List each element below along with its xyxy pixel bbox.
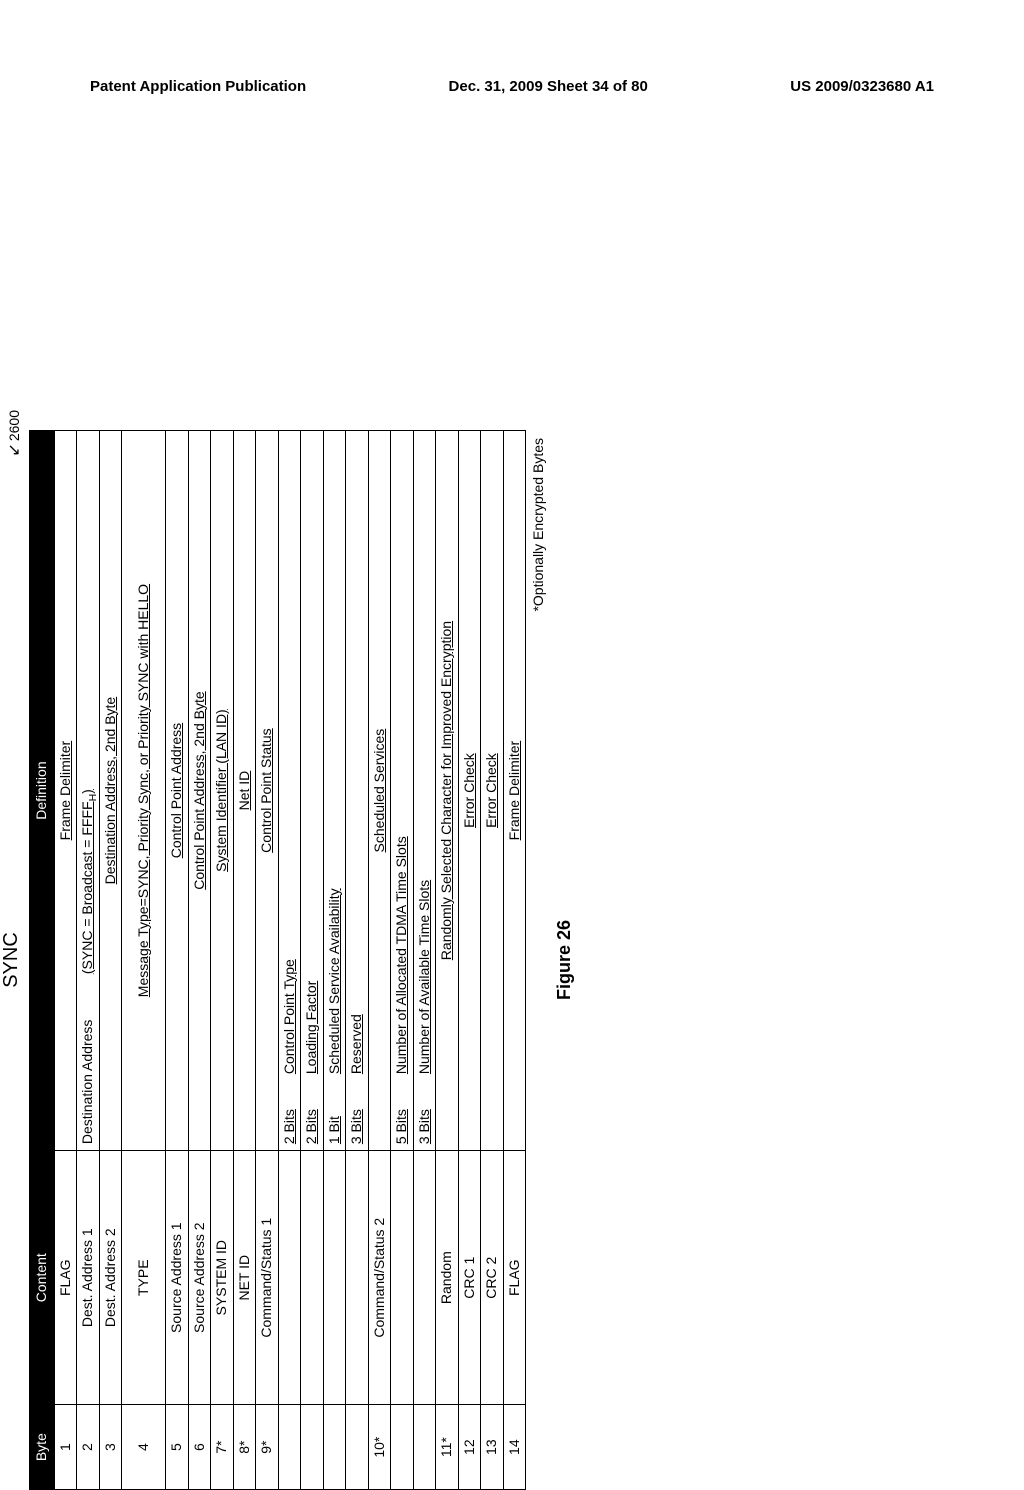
cell-definition: Error Check xyxy=(481,431,504,1151)
cell-definition: Frame Delimiter xyxy=(503,431,526,1151)
cell-byte: 5 xyxy=(166,1405,189,1490)
figure-caption: Figure 26 xyxy=(554,430,575,1490)
table-body: 1FLAGFrame Delimiter2Dest. Address 1Dest… xyxy=(54,431,526,1490)
cell-content xyxy=(301,1151,324,1405)
cell-byte xyxy=(278,1405,301,1490)
cell-definition: Control Point Address xyxy=(166,431,189,1151)
cell-byte: 6 xyxy=(188,1405,211,1490)
cell-definition: Control Point Address, 2nd Byte xyxy=(188,431,211,1151)
figure-title: SYNC xyxy=(0,932,22,988)
table-row: 2 BitsLoading Factor xyxy=(301,431,324,1490)
cell-definition: 2 BitsControl Point Type xyxy=(278,431,301,1151)
rotated-figure: SYNC 2600 Byte Content Definition 1FLAGF… xyxy=(0,430,540,1490)
table-row: 6Source Address 2Control Point Address, … xyxy=(188,431,211,1490)
table-row: 5Source Address 1Control Point Address xyxy=(166,431,189,1490)
cell-content xyxy=(413,1151,436,1405)
table-row: 5 BitsNumber of Allocated TDMA Time Slot… xyxy=(391,431,414,1490)
table-row: 12CRC 1Error Check xyxy=(458,431,481,1490)
cell-content: Dest. Address 1 xyxy=(77,1151,100,1405)
cell-content: TYPE xyxy=(122,1151,166,1405)
table-row: 3 BitsNumber of Available Time Slots xyxy=(413,431,436,1490)
cell-content: FLAG xyxy=(54,1151,77,1405)
cell-content: Source Address 2 xyxy=(188,1151,211,1405)
cell-definition: Scheduled Services xyxy=(368,431,391,1151)
table-row: 8*NET IDNet ID xyxy=(233,431,256,1490)
cell-definition: Message Type=SYNC, Priority Sync, or Pri… xyxy=(122,431,166,1151)
cell-definition: Randomly Selected Character for Improved… xyxy=(436,431,459,1151)
cell-byte: 9* xyxy=(256,1405,279,1490)
header-center: Dec. 31, 2009 Sheet 34 of 80 xyxy=(449,78,648,95)
table-row: 1FLAGFrame Delimiter xyxy=(54,431,77,1490)
cell-byte: 2 xyxy=(77,1405,100,1490)
cell-byte: 8* xyxy=(233,1405,256,1490)
table-row: 2 BitsControl Point Type xyxy=(278,431,301,1490)
cell-byte: 4 xyxy=(122,1405,166,1490)
figure-title-block: SYNC 2600 xyxy=(0,430,23,1490)
cell-content xyxy=(278,1151,301,1405)
table-row: 1 BitScheduled Service Availability xyxy=(323,431,346,1490)
cell-content xyxy=(346,1151,369,1405)
col-byte: Byte xyxy=(30,1405,55,1490)
cell-definition: Net ID xyxy=(233,431,256,1151)
cell-content: Dest. Address 2 xyxy=(99,1151,122,1405)
cell-byte: 13 xyxy=(481,1405,504,1490)
figure-footnote: *Optionally Encrypted Bytes xyxy=(530,430,546,1490)
header-left: Patent Application Publication xyxy=(90,78,306,95)
figure-reference-number: 2600 xyxy=(4,410,24,457)
figure-container: SYNC 2600 Byte Content Definition 1FLAGF… xyxy=(0,160,1024,1220)
cell-definition: 3 BitsNumber of Available Time Slots xyxy=(413,431,436,1151)
cell-content: CRC 2 xyxy=(481,1151,504,1405)
table-row: 14FLAGFrame Delimiter xyxy=(503,431,526,1490)
table-row: 13CRC 2Error Check xyxy=(481,431,504,1490)
table-row: 9*Command/Status 1Control Point Status xyxy=(256,431,279,1490)
cell-byte xyxy=(301,1405,324,1490)
cell-content: Command/Status 2 xyxy=(368,1151,391,1405)
cell-definition: Destination Address(SYNC = Broadcast = F… xyxy=(77,431,100,1151)
cell-byte xyxy=(323,1405,346,1490)
cell-definition: Control Point Status xyxy=(256,431,279,1151)
table-row: 3 BitsReserved xyxy=(346,431,369,1490)
cell-definition: 3 BitsReserved xyxy=(346,431,369,1151)
cell-byte xyxy=(346,1405,369,1490)
cell-content: Command/Status 1 xyxy=(256,1151,279,1405)
table-header-row: Byte Content Definition xyxy=(30,431,55,1490)
cell-definition: 1 BitScheduled Service Availability xyxy=(323,431,346,1151)
cell-content: Random xyxy=(436,1151,459,1405)
cell-byte xyxy=(391,1405,414,1490)
cell-byte: 11* xyxy=(436,1405,459,1490)
table-row: 4TYPEMessage Type=SYNC, Priority Sync, o… xyxy=(122,431,166,1490)
table-row: 2Dest. Address 1Destination Address(SYNC… xyxy=(77,431,100,1490)
table-row: 10*Command/Status 2Scheduled Services xyxy=(368,431,391,1490)
cell-content: Source Address 1 xyxy=(166,1151,189,1405)
cell-byte: 10* xyxy=(368,1405,391,1490)
cell-definition: 5 BitsNumber of Allocated TDMA Time Slot… xyxy=(391,431,414,1151)
cell-content xyxy=(323,1151,346,1405)
table-row: 3Dest. Address 2Destination Address, 2nd… xyxy=(99,431,122,1490)
table-row: 7*SYSTEM IDSystem Identifier (LAN ID) xyxy=(211,431,234,1490)
col-definition: Definition xyxy=(30,431,55,1151)
page-header: Patent Application Publication Dec. 31, … xyxy=(0,78,1024,95)
col-content: Content xyxy=(30,1151,55,1405)
cell-definition: 2 BitsLoading Factor xyxy=(301,431,324,1151)
cell-content xyxy=(391,1151,414,1405)
cell-content: NET ID xyxy=(233,1151,256,1405)
cell-definition: Error Check xyxy=(458,431,481,1151)
header-right: US 2009/0323680 A1 xyxy=(790,78,934,95)
cell-definition: Frame Delimiter xyxy=(54,431,77,1151)
cell-content: CRC 1 xyxy=(458,1151,481,1405)
cell-definition: System Identifier (LAN ID) xyxy=(211,431,234,1151)
sync-table: Byte Content Definition 1FLAGFrame Delim… xyxy=(29,430,526,1490)
cell-content: SYSTEM ID xyxy=(211,1151,234,1405)
cell-byte xyxy=(413,1405,436,1490)
cell-byte: 14 xyxy=(503,1405,526,1490)
cell-byte: 1 xyxy=(54,1405,77,1490)
cell-byte: 12 xyxy=(458,1405,481,1490)
table-row: 11*RandomRandomly Selected Character for… xyxy=(436,431,459,1490)
cell-byte: 3 xyxy=(99,1405,122,1490)
cell-content: FLAG xyxy=(503,1151,526,1405)
cell-byte: 7* xyxy=(211,1405,234,1490)
cell-definition: Destination Address, 2nd Byte xyxy=(99,431,122,1151)
